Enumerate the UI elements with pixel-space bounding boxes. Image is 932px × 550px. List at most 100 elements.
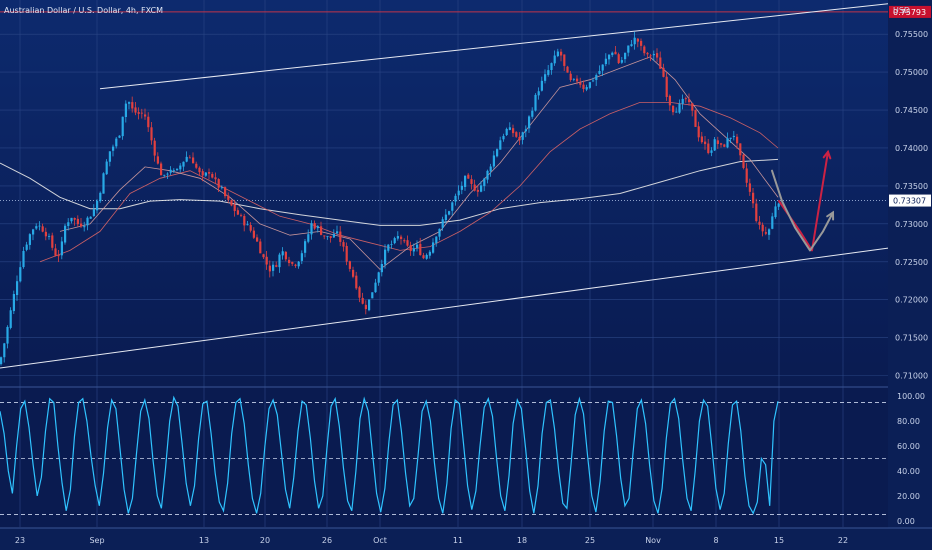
candle-body bbox=[147, 116, 150, 128]
time-tick-label: 15 bbox=[774, 536, 784, 545]
candle-body bbox=[0, 357, 3, 365]
candle-body bbox=[246, 224, 249, 226]
candle-body bbox=[25, 244, 28, 250]
price-tick-label: 0.75500 bbox=[895, 30, 928, 39]
candle-body bbox=[633, 37, 636, 45]
candle-body bbox=[112, 146, 115, 151]
candle-body bbox=[38, 225, 41, 227]
candle-body bbox=[598, 70, 601, 74]
candle-body bbox=[483, 178, 486, 187]
projection-arrows[interactable] bbox=[771, 149, 835, 252]
candle-body bbox=[540, 80, 543, 91]
price-tick-label: 0.71500 bbox=[895, 334, 928, 343]
candle-body bbox=[131, 102, 134, 109]
candle-body bbox=[211, 174, 214, 178]
candle-body bbox=[230, 200, 233, 206]
price-axis[interactable]: 0.75500 0.75000 0.74500 0.74000 0.73500 0.730… bbox=[888, 0, 932, 550]
candle-body bbox=[220, 187, 223, 189]
candle-body bbox=[726, 138, 729, 148]
candle-body bbox=[608, 54, 611, 60]
candle-body bbox=[19, 267, 22, 282]
candle-body bbox=[691, 103, 694, 111]
candle-body bbox=[310, 223, 313, 235]
candle-body bbox=[739, 143, 742, 156]
candle-body bbox=[371, 292, 374, 299]
candle-body bbox=[611, 52, 614, 56]
candle-body bbox=[624, 52, 627, 60]
candle-body bbox=[531, 110, 534, 117]
candle-body bbox=[467, 174, 470, 179]
candle-body bbox=[422, 255, 425, 259]
trend-lines[interactable] bbox=[0, 3, 889, 369]
candle-body bbox=[435, 236, 438, 244]
projection-arrowhead-2 bbox=[826, 210, 835, 221]
candle-body bbox=[121, 116, 124, 137]
candle-body bbox=[550, 63, 553, 71]
candle-body bbox=[515, 132, 518, 137]
candle-body bbox=[83, 226, 86, 228]
candle-body bbox=[12, 294, 15, 312]
oscillator-tick-label: 20.00 bbox=[897, 492, 920, 501]
candle-body bbox=[76, 218, 79, 225]
candle-body bbox=[281, 251, 284, 256]
candle-body bbox=[713, 139, 716, 151]
candle-body bbox=[560, 51, 563, 56]
candle-body bbox=[528, 116, 531, 129]
candle-body bbox=[454, 195, 457, 202]
candle-body bbox=[592, 80, 595, 82]
candle-body bbox=[617, 54, 620, 64]
oscillator-pane bbox=[0, 395, 888, 515]
candle-body bbox=[144, 114, 147, 117]
candle-body bbox=[252, 230, 255, 238]
current-price-label: 0.73307 bbox=[893, 197, 926, 206]
candle-body bbox=[668, 95, 671, 106]
candle-body bbox=[553, 55, 556, 64]
candle-body bbox=[755, 203, 758, 222]
candle-body bbox=[67, 222, 70, 226]
candle-body bbox=[380, 263, 383, 273]
candle-body bbox=[684, 98, 687, 100]
moving-average-3 bbox=[59, 56, 779, 270]
candle-body bbox=[451, 202, 454, 211]
candle-body bbox=[73, 217, 76, 220]
candle-body bbox=[393, 238, 396, 244]
candle-body bbox=[92, 209, 95, 216]
candle-body bbox=[524, 129, 527, 132]
candle-body bbox=[342, 242, 345, 247]
candle-body bbox=[182, 161, 185, 167]
candle-body bbox=[96, 200, 99, 211]
candle-body bbox=[499, 140, 502, 150]
candle-body bbox=[361, 297, 364, 304]
candle-body bbox=[745, 168, 748, 183]
candle-body bbox=[227, 195, 230, 200]
candle-body bbox=[710, 150, 713, 153]
oscillator-tick-label: 40.00 bbox=[897, 467, 920, 476]
candle-body bbox=[48, 236, 51, 237]
candle-body bbox=[332, 233, 335, 238]
candle-body bbox=[208, 172, 211, 174]
candles bbox=[0, 31, 780, 366]
candle-body bbox=[185, 156, 188, 162]
time-tick-label: Oct bbox=[373, 536, 387, 545]
price-axis-background bbox=[888, 0, 932, 550]
candle-body bbox=[464, 175, 467, 187]
candle-body bbox=[704, 141, 707, 145]
candle-body bbox=[51, 235, 54, 248]
candle-body bbox=[732, 135, 735, 138]
time-axis[interactable]: 23 Sep 13 20 26 Oct 11 18 25 Nov 8 15 22 bbox=[0, 527, 932, 550]
currency-label: USD bbox=[893, 6, 910, 15]
candle-body bbox=[518, 137, 521, 141]
candle-body bbox=[201, 171, 204, 176]
candle-body bbox=[476, 189, 479, 192]
candle-body bbox=[294, 264, 297, 266]
price-tick-label: 0.71000 bbox=[895, 372, 928, 381]
candle-body bbox=[752, 192, 755, 204]
candle-body bbox=[774, 206, 777, 218]
candle-body bbox=[204, 172, 207, 176]
candle-body bbox=[675, 111, 678, 113]
candle-body bbox=[115, 138, 118, 147]
candle-body bbox=[348, 261, 351, 269]
candle-body bbox=[448, 211, 451, 215]
